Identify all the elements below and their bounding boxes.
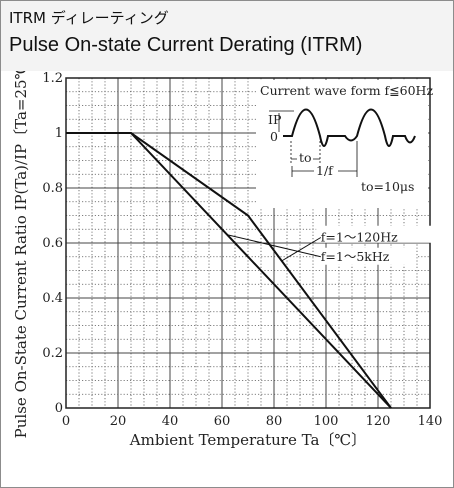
axis-labels: Ambient Temperature Ta〔℃〕 Pulse On-State … bbox=[12, 71, 366, 449]
x-tick-label: 140 bbox=[418, 414, 443, 429]
series-line-2 bbox=[66, 132, 392, 409]
inset-to-bg bbox=[297, 152, 313, 164]
x-tick-label: 100 bbox=[314, 414, 339, 429]
y-tick-label: 0.2 bbox=[42, 346, 63, 361]
y-tick-label: 0.8 bbox=[42, 181, 63, 196]
waveform-inset: Current wave form f≦60Hz IP 0 to 1/f to=10μs bbox=[256, 80, 433, 208]
x-tick-label: 80 bbox=[266, 414, 283, 429]
x-axis-label: Ambient Temperature Ta〔℃〕 bbox=[129, 431, 366, 449]
y-tick-label: 1 bbox=[55, 126, 63, 141]
inset-to-label: to bbox=[299, 150, 312, 165]
series-lines bbox=[66, 132, 392, 409]
leader-line-1 bbox=[281, 237, 322, 262]
inset-period-bg bbox=[314, 165, 338, 178]
x-tick-label: 60 bbox=[214, 414, 231, 429]
chart-header: ITRM ディレーティング Pulse On-state Current Der… bbox=[1, 1, 453, 71]
y-tick-label: 0 bbox=[55, 401, 63, 416]
y-axis-label: Pulse On-State Current Ratio IP(Ta)/IP〔T… bbox=[12, 71, 30, 438]
inset-title: Current wave form f≦60Hz bbox=[260, 83, 433, 98]
x-tick-label: 40 bbox=[162, 414, 179, 429]
y-tick-label: 0.4 bbox=[42, 291, 63, 306]
inset-period-label: 1/f bbox=[316, 163, 334, 178]
inset-background bbox=[256, 80, 428, 208]
inset-zero-label: 0 bbox=[270, 129, 278, 144]
series-label-2: f=1～5kHz bbox=[321, 249, 390, 264]
x-tick-label: 120 bbox=[366, 414, 391, 429]
y-tick-label: 0.6 bbox=[42, 236, 63, 251]
plot-border bbox=[65, 77, 431, 409]
title-english: Pulse On-state Current Derating (ITRM) bbox=[9, 34, 363, 56]
tick-labels: 0 20 40 60 80 100 120 140 0 0.2 0.4 0.6 0.8 1 1.2 bbox=[42, 71, 442, 429]
leader-line-2 bbox=[227, 234, 321, 258]
x-tick-label: 0 bbox=[62, 414, 70, 429]
series-label-1: f=1～120Hz bbox=[321, 230, 398, 245]
plot-panel: 0 20 40 60 80 100 120 140 0 0.2 0.4 0.6 0.8 1 1.2 f=1～… bbox=[1, 71, 453, 487]
y-tick-label: 1.2 bbox=[42, 71, 63, 86]
title-japanese: ITRM ディレーティング bbox=[9, 9, 169, 27]
inset-waveform bbox=[283, 108, 416, 147]
label-bg-2 bbox=[316, 247, 417, 265]
x-tick-label: 20 bbox=[110, 414, 127, 429]
plot-frame bbox=[65, 77, 431, 409]
label-bg-1 bbox=[316, 225, 433, 243]
inset-peak-label: IP bbox=[268, 112, 281, 127]
derating-chart: 0 20 40 60 80 100 120 140 0 0.2 0.4 0.6 0.8 1 1.2 f=1～… bbox=[12, 71, 442, 449]
inset-to-value: to=10μs bbox=[361, 179, 414, 194]
